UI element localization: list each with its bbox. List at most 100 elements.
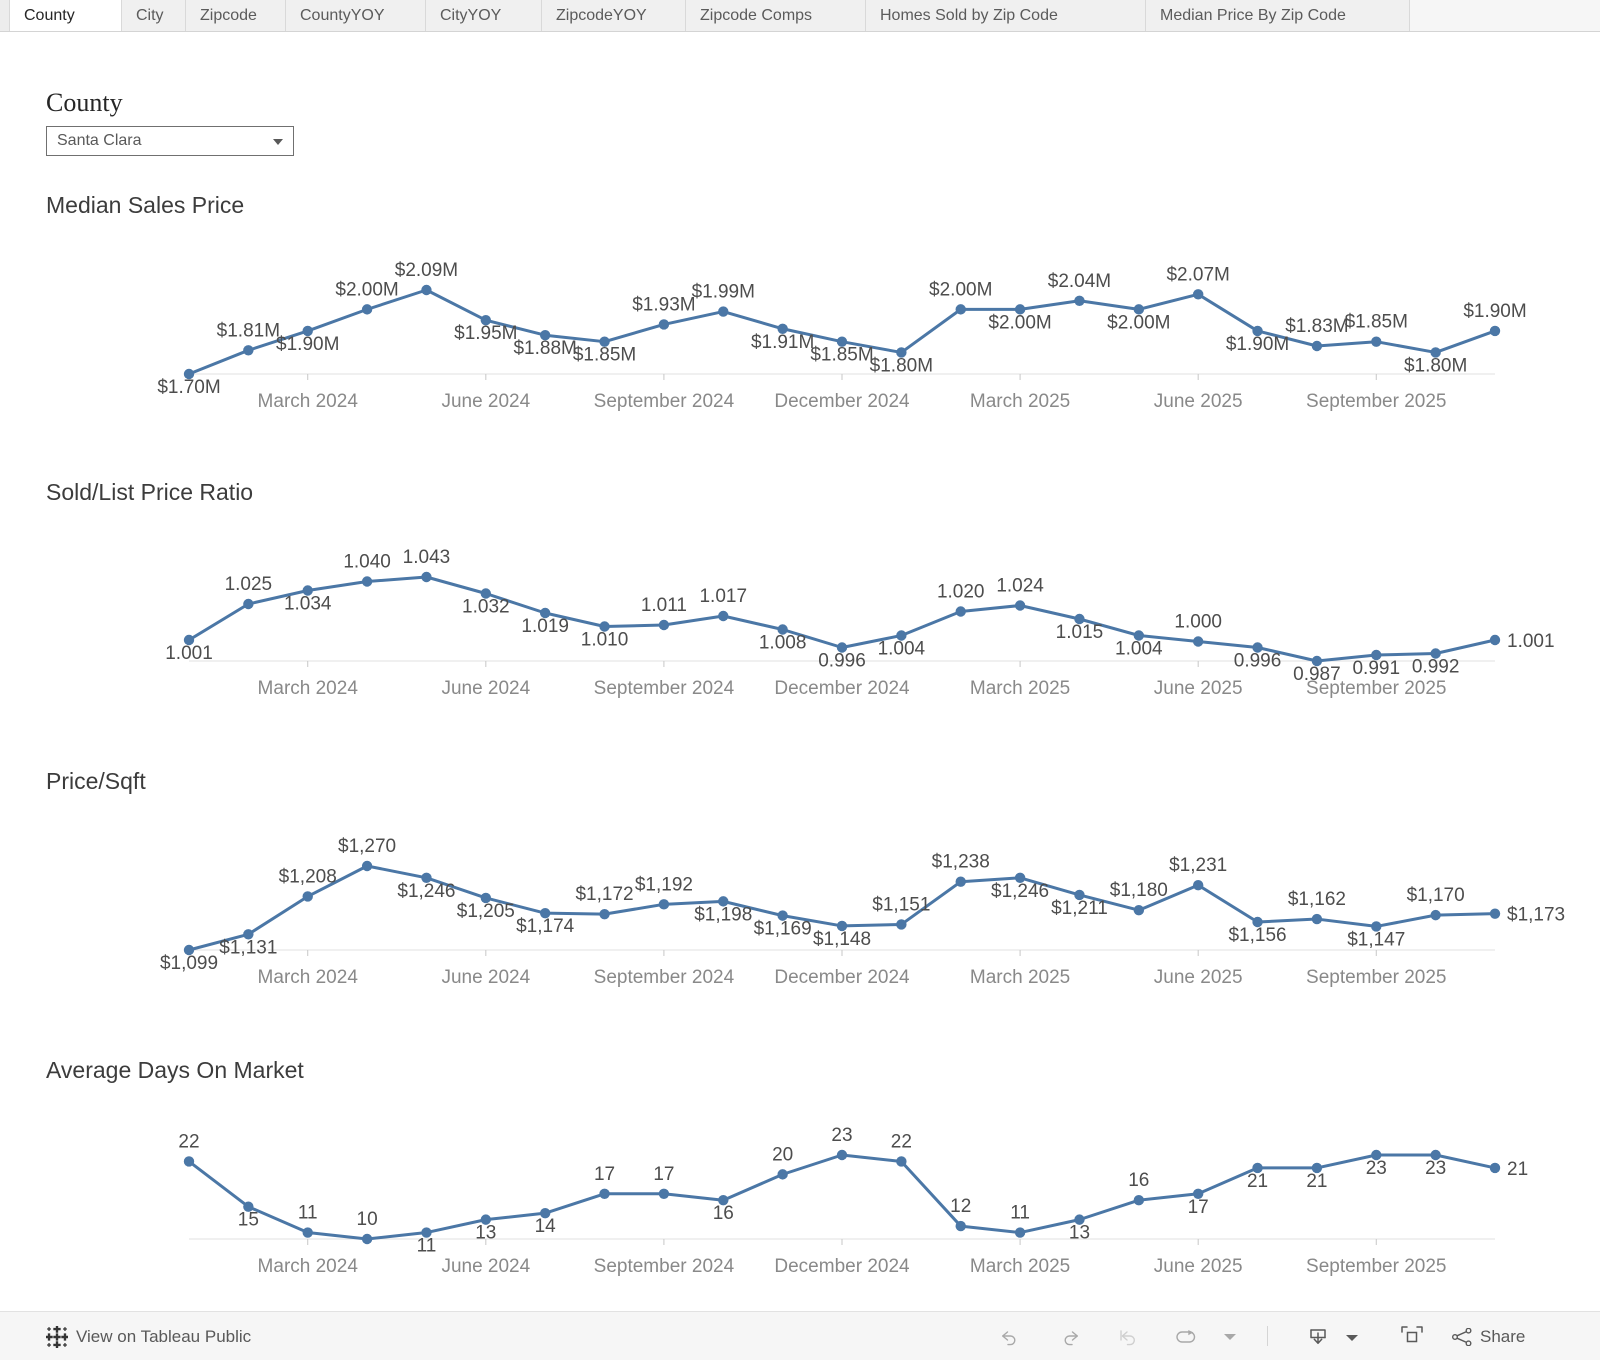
svg-text:June 2025: June 2025: [1154, 391, 1243, 412]
svg-text:16: 16: [1128, 1170, 1149, 1191]
svg-text:$1,147: $1,147: [1347, 929, 1405, 950]
svg-text:$1,192: $1,192: [635, 874, 693, 895]
svg-text:September 2025: September 2025: [1306, 678, 1447, 699]
svg-text:22: 22: [178, 1131, 199, 1152]
svg-text:March 2025: March 2025: [970, 678, 1070, 699]
svg-text:September 2025: September 2025: [1306, 967, 1447, 988]
svg-text:23: 23: [1425, 1158, 1446, 1179]
svg-text:March 2024: March 2024: [258, 391, 359, 412]
svg-text:21: 21: [1247, 1171, 1268, 1192]
svg-text:$1,211: $1,211: [1051, 898, 1108, 919]
svg-text:14: 14: [535, 1216, 557, 1237]
svg-text:June 2024: June 2024: [441, 967, 530, 988]
svg-text:$1,246: $1,246: [991, 881, 1049, 902]
svg-text:0.992: 0.992: [1412, 657, 1460, 678]
svg-text:$2.04M: $2.04M: [1048, 271, 1111, 292]
svg-text:1.010: 1.010: [581, 630, 629, 651]
svg-text:$1.95M: $1.95M: [454, 323, 517, 344]
svg-text:21: 21: [1306, 1171, 1327, 1192]
svg-text:1.015: 1.015: [1056, 622, 1104, 643]
svg-text:$1.91M: $1.91M: [751, 332, 814, 353]
svg-text:$1,148: $1,148: [813, 929, 871, 950]
svg-text:March 2025: March 2025: [970, 391, 1070, 412]
svg-text:1.034: 1.034: [284, 594, 332, 615]
svg-text:1.017: 1.017: [699, 586, 747, 607]
svg-text:11: 11: [417, 1236, 437, 1257]
svg-text:1.043: 1.043: [403, 547, 451, 568]
svg-text:$1,131: $1,131: [219, 937, 277, 958]
svg-text:1.024: 1.024: [996, 576, 1044, 597]
svg-text:June 2025: June 2025: [1154, 1256, 1243, 1277]
svg-text:$2.00M: $2.00M: [988, 312, 1051, 333]
svg-text:$1,156: $1,156: [1228, 925, 1286, 946]
svg-text:1.004: 1.004: [878, 639, 926, 660]
svg-text:March 2024: March 2024: [258, 967, 359, 988]
svg-text:March 2024: March 2024: [258, 1256, 359, 1277]
svg-text:$1,169: $1,169: [754, 919, 812, 940]
svg-text:$1.83M: $1.83M: [1285, 316, 1348, 337]
svg-text:$2.00M: $2.00M: [1107, 312, 1170, 333]
svg-text:$1,174: $1,174: [516, 916, 575, 937]
svg-text:1.011: 1.011: [641, 595, 687, 616]
svg-text:$1.85M: $1.85M: [810, 345, 873, 366]
svg-text:1.032: 1.032: [462, 597, 510, 618]
svg-text:17: 17: [1188, 1197, 1209, 1218]
svg-text:$1.80M: $1.80M: [870, 355, 933, 376]
svg-text:$1.90M: $1.90M: [1463, 301, 1526, 322]
svg-text:$1,099: $1,099: [160, 953, 218, 974]
svg-text:March 2025: March 2025: [970, 967, 1070, 988]
svg-text:June 2025: June 2025: [1154, 967, 1243, 988]
svg-text:$1.81M: $1.81M: [217, 320, 280, 341]
svg-text:$1,170: $1,170: [1407, 885, 1465, 906]
svg-text:$1.90M: $1.90M: [1226, 334, 1289, 355]
svg-text:$1.85M: $1.85M: [573, 345, 636, 366]
svg-text:1.025: 1.025: [225, 574, 273, 595]
svg-text:1.001: 1.001: [1507, 631, 1555, 652]
svg-text:$1.85M: $1.85M: [1345, 312, 1408, 333]
svg-text:11: 11: [1010, 1203, 1030, 1224]
svg-text:15: 15: [238, 1210, 259, 1231]
svg-text:$1,198: $1,198: [694, 904, 752, 925]
svg-text:June 2024: June 2024: [441, 678, 530, 699]
svg-text:December 2024: December 2024: [774, 678, 910, 699]
svg-text:22: 22: [891, 1131, 912, 1152]
svg-text:$1.80M: $1.80M: [1404, 355, 1467, 376]
svg-text:0.996: 0.996: [1234, 651, 1282, 672]
svg-text:1.019: 1.019: [521, 616, 569, 637]
svg-text:March 2024: March 2024: [258, 678, 359, 699]
svg-text:23: 23: [1366, 1158, 1387, 1179]
svg-text:13: 13: [1069, 1223, 1090, 1244]
svg-text:10: 10: [357, 1209, 378, 1230]
svg-text:$1,162: $1,162: [1288, 889, 1346, 910]
svg-text:September 2024: September 2024: [594, 1256, 735, 1277]
svg-text:$1,172: $1,172: [575, 884, 633, 905]
svg-text:1.020: 1.020: [937, 582, 985, 603]
svg-text:12: 12: [950, 1196, 971, 1217]
svg-text:$1.99M: $1.99M: [692, 282, 755, 303]
svg-text:$1,246: $1,246: [397, 881, 455, 902]
svg-text:December 2024: December 2024: [774, 1256, 910, 1277]
svg-text:$1,231: $1,231: [1169, 855, 1227, 876]
svg-text:$1.88M: $1.88M: [513, 338, 576, 359]
svg-text:March 2025: March 2025: [970, 1256, 1070, 1277]
svg-text:1.000: 1.000: [1174, 612, 1222, 633]
svg-text:$2.00M: $2.00M: [335, 279, 398, 300]
svg-text:$2.07M: $2.07M: [1166, 264, 1229, 285]
svg-text:1.040: 1.040: [343, 552, 391, 573]
svg-text:$1,180: $1,180: [1110, 880, 1168, 901]
svg-text:$1,173: $1,173: [1507, 905, 1565, 926]
svg-text:December 2024: December 2024: [774, 967, 910, 988]
svg-text:September 2025: September 2025: [1306, 1256, 1447, 1277]
svg-text:$1,208: $1,208: [279, 866, 337, 887]
svg-text:$1.70M: $1.70M: [157, 377, 220, 398]
svg-text:$1,270: $1,270: [338, 836, 396, 857]
svg-text:23: 23: [831, 1125, 852, 1146]
svg-text:June 2024: June 2024: [441, 391, 530, 412]
svg-text:September 2024: September 2024: [594, 678, 735, 699]
svg-text:$1,205: $1,205: [457, 901, 515, 922]
svg-text:1.004: 1.004: [1115, 639, 1163, 660]
svg-text:$2.09M: $2.09M: [395, 260, 458, 281]
svg-text:September 2024: September 2024: [594, 967, 735, 988]
svg-text:September 2025: September 2025: [1306, 391, 1447, 412]
svg-text:0.996: 0.996: [818, 651, 866, 672]
